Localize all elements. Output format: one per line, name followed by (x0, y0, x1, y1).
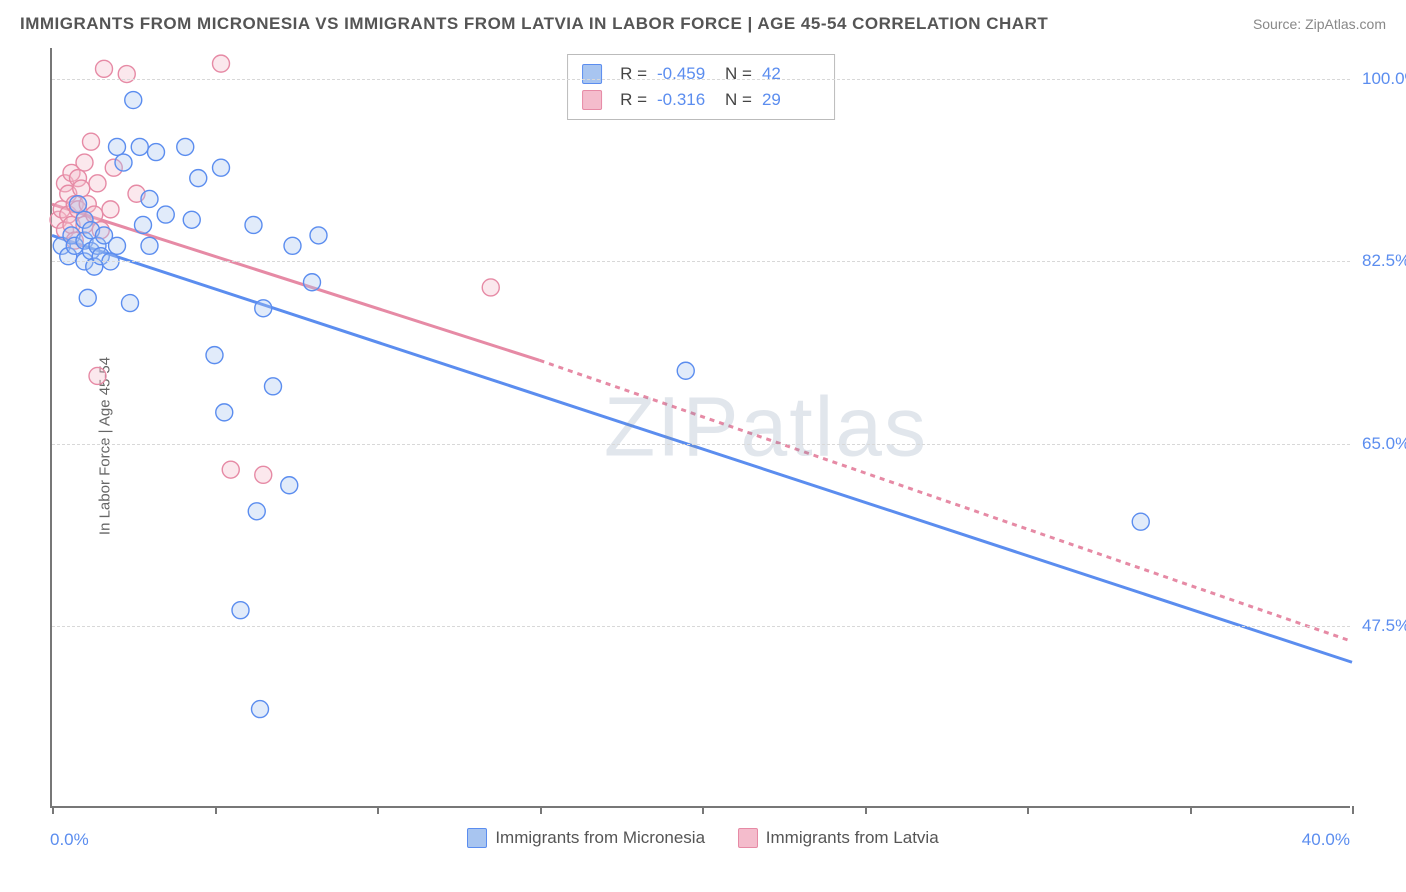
x-tick (377, 806, 379, 814)
data-point (83, 133, 100, 150)
legend-r-value-a: -0.459 (657, 61, 715, 87)
y-gridline (52, 79, 1350, 80)
y-tick-label: 100.0% (1354, 69, 1406, 89)
legend-row-series-b: R = -0.316 N = 29 (582, 87, 820, 113)
source-prefix: Source: (1253, 16, 1305, 32)
data-point (265, 378, 282, 395)
data-point (135, 216, 152, 233)
data-point (310, 227, 327, 244)
data-point (232, 602, 249, 619)
legend-r-value-b: -0.316 (657, 87, 715, 113)
data-point (73, 180, 90, 197)
legend-r-label: R = (620, 61, 647, 87)
data-point (284, 237, 301, 254)
x-tick (1190, 806, 1192, 814)
x-tick (865, 806, 867, 814)
data-point (70, 196, 87, 213)
x-tick (702, 806, 704, 814)
data-point (245, 216, 262, 233)
correlation-legend-box: R = -0.459 N = 42 R = -0.316 N = 29 (567, 54, 835, 120)
legend-label-series-b: Immigrants from Latvia (766, 828, 939, 848)
x-tick (1352, 806, 1354, 814)
series-legend: Immigrants from Micronesia Immigrants fr… (0, 828, 1406, 853)
legend-swatch-series-b (582, 90, 602, 110)
data-point (79, 289, 96, 306)
data-point (213, 55, 230, 72)
legend-swatch-icon (738, 828, 758, 848)
y-gridline (52, 626, 1350, 627)
data-point (157, 206, 174, 223)
data-point (102, 201, 119, 218)
legend-n-value-a: 42 (762, 61, 820, 87)
chart-title: IMMIGRANTS FROM MICRONESIA VS IMMIGRANTS… (20, 14, 1048, 34)
y-gridline (52, 444, 1350, 445)
chart-plot-area: ZIPatlas R = -0.459 N = 42 R = -0.316 N … (50, 48, 1350, 808)
data-point (206, 347, 223, 364)
data-point (96, 60, 113, 77)
x-tick (1027, 806, 1029, 814)
legend-n-label: N = (725, 61, 752, 87)
data-point (482, 279, 499, 296)
data-point (125, 92, 142, 109)
y-tick-label: 47.5% (1354, 616, 1406, 636)
data-point (76, 154, 93, 171)
data-point (677, 362, 694, 379)
y-tick-label: 82.5% (1354, 251, 1406, 271)
data-point (115, 154, 132, 171)
data-point (213, 159, 230, 176)
legend-swatch-icon (467, 828, 487, 848)
regression-line (52, 204, 540, 360)
data-point (222, 461, 239, 478)
x-tick (52, 806, 54, 814)
data-point (183, 211, 200, 228)
legend-swatch-series-a (582, 64, 602, 84)
data-point (255, 466, 272, 483)
source-attribution: Source: ZipAtlas.com (1253, 16, 1386, 32)
data-point (304, 274, 321, 291)
data-point (1132, 513, 1149, 530)
y-tick-label: 65.0% (1354, 434, 1406, 454)
x-tick (215, 806, 217, 814)
data-point (216, 404, 233, 421)
data-point (281, 477, 298, 494)
legend-item-series-b: Immigrants from Latvia (738, 828, 939, 848)
chart-svg-overlay (52, 48, 1350, 806)
legend-row-series-a: R = -0.459 N = 42 (582, 61, 820, 87)
data-point (141, 237, 158, 254)
legend-label-series-a: Immigrants from Micronesia (495, 828, 705, 848)
source-link[interactable]: ZipAtlas.com (1305, 16, 1386, 32)
data-point (177, 138, 194, 155)
data-point (109, 138, 126, 155)
data-point (190, 170, 207, 187)
legend-n-label: N = (725, 87, 752, 113)
legend-r-label: R = (620, 87, 647, 113)
data-point (252, 701, 269, 718)
data-point (148, 144, 165, 161)
data-point (141, 190, 158, 207)
data-point (89, 175, 106, 192)
legend-n-value-b: 29 (762, 87, 820, 113)
data-point (248, 503, 265, 520)
legend-item-series-a: Immigrants from Micronesia (467, 828, 705, 848)
regression-line (540, 360, 1353, 641)
x-tick (540, 806, 542, 814)
data-point (89, 367, 106, 384)
regression-line (52, 235, 1352, 662)
data-point (131, 138, 148, 155)
data-point (255, 300, 272, 317)
y-gridline (52, 261, 1350, 262)
data-point (122, 295, 139, 312)
data-point (109, 237, 126, 254)
